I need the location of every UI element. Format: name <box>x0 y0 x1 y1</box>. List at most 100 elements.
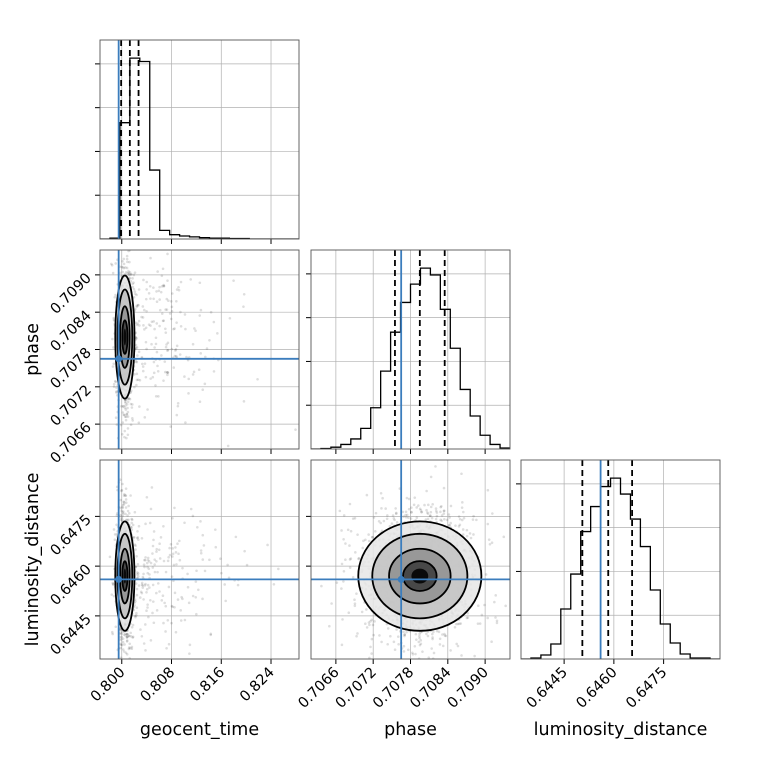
sample-point <box>461 501 464 504</box>
sample-point <box>475 518 478 522</box>
sample-point <box>123 429 127 433</box>
sample-point <box>220 571 223 575</box>
sample-point <box>165 371 169 374</box>
sample-point <box>228 316 232 320</box>
sample-point <box>133 385 136 389</box>
sample-point <box>174 354 178 358</box>
histogram <box>521 477 720 659</box>
sample-point <box>118 478 122 482</box>
sample-point <box>147 615 150 619</box>
sample-point <box>137 421 141 424</box>
sample-point <box>167 642 171 646</box>
sample-point <box>164 630 167 633</box>
sample-point <box>434 507 438 510</box>
y-axis-label: luminosity_distance <box>23 473 43 647</box>
sample-point <box>502 535 506 539</box>
sample-point <box>135 337 138 340</box>
sample-point <box>131 277 134 280</box>
sample-point <box>348 558 352 561</box>
sample-point <box>353 604 357 608</box>
sample-point <box>167 585 171 589</box>
sample-point <box>125 472 128 475</box>
sample-point <box>121 640 125 644</box>
sample-point <box>155 322 159 325</box>
sample-point <box>413 496 417 499</box>
sample-point <box>164 370 167 374</box>
y-tick-label: 0.7078 <box>48 345 95 392</box>
sample-point <box>144 375 148 379</box>
sample-point <box>129 494 132 497</box>
sample-point <box>130 521 134 525</box>
sample-point <box>420 510 423 514</box>
sample-point <box>163 601 166 605</box>
sample-point <box>126 514 129 517</box>
sample-point <box>110 263 114 267</box>
sample-point <box>173 506 176 510</box>
sample-point <box>367 539 371 543</box>
sample-point <box>227 576 231 580</box>
sample-point <box>125 635 129 639</box>
sample-point <box>224 599 227 603</box>
sample-point <box>476 622 480 625</box>
sample-point <box>392 516 396 520</box>
sample-point <box>160 274 164 278</box>
sample-point <box>177 285 180 289</box>
sample-point <box>135 323 139 327</box>
sample-point <box>214 545 218 549</box>
sample-point <box>511 569 514 572</box>
sample-point <box>177 288 181 292</box>
sample-point <box>111 337 114 341</box>
sample-point <box>114 262 118 265</box>
sample-point <box>442 512 446 515</box>
sample-point <box>129 280 133 283</box>
sample-point <box>145 609 148 613</box>
sample-point <box>155 609 159 612</box>
sample-point <box>388 663 391 666</box>
sample-point <box>393 648 397 652</box>
sample-point <box>471 518 475 521</box>
sample-point <box>130 647 134 651</box>
sample-point <box>161 319 165 323</box>
sample-point <box>367 621 371 624</box>
sample-point <box>129 526 133 529</box>
sample-point <box>127 634 131 638</box>
sample-point <box>381 496 384 500</box>
sample-point <box>191 594 195 598</box>
sample-point <box>494 594 498 597</box>
density-contour <box>116 532 134 620</box>
sample-point <box>127 647 131 651</box>
sample-point <box>155 550 158 553</box>
sample-point <box>425 632 428 636</box>
sample-point <box>440 514 444 517</box>
sample-point <box>342 569 346 573</box>
sample-point <box>425 508 428 512</box>
sample-point <box>128 260 131 264</box>
sample-point <box>175 563 178 566</box>
sample-point <box>136 536 140 539</box>
sample-point <box>173 591 177 595</box>
sample-point <box>175 321 178 324</box>
sample-point <box>223 583 226 586</box>
sample-point <box>119 631 123 635</box>
sample-point <box>127 272 131 276</box>
sample-point <box>119 498 123 502</box>
sample-point <box>335 581 339 584</box>
density-contour <box>121 319 129 355</box>
sample-point <box>120 643 124 647</box>
sample-point <box>149 561 153 565</box>
sample-point <box>110 593 114 596</box>
sample-point <box>128 397 132 401</box>
sample-point <box>171 552 175 556</box>
sample-point <box>128 646 132 650</box>
sample-point <box>162 621 165 625</box>
sample-point <box>126 415 130 418</box>
sample-point <box>357 556 361 560</box>
axes-frame <box>310 249 511 450</box>
sample-point <box>418 643 422 647</box>
panel-content <box>108 478 280 659</box>
sample-point <box>186 572 189 576</box>
sample-point <box>434 509 438 513</box>
sample-point <box>417 640 421 644</box>
sample-point <box>135 606 139 610</box>
sample-point <box>133 614 137 618</box>
